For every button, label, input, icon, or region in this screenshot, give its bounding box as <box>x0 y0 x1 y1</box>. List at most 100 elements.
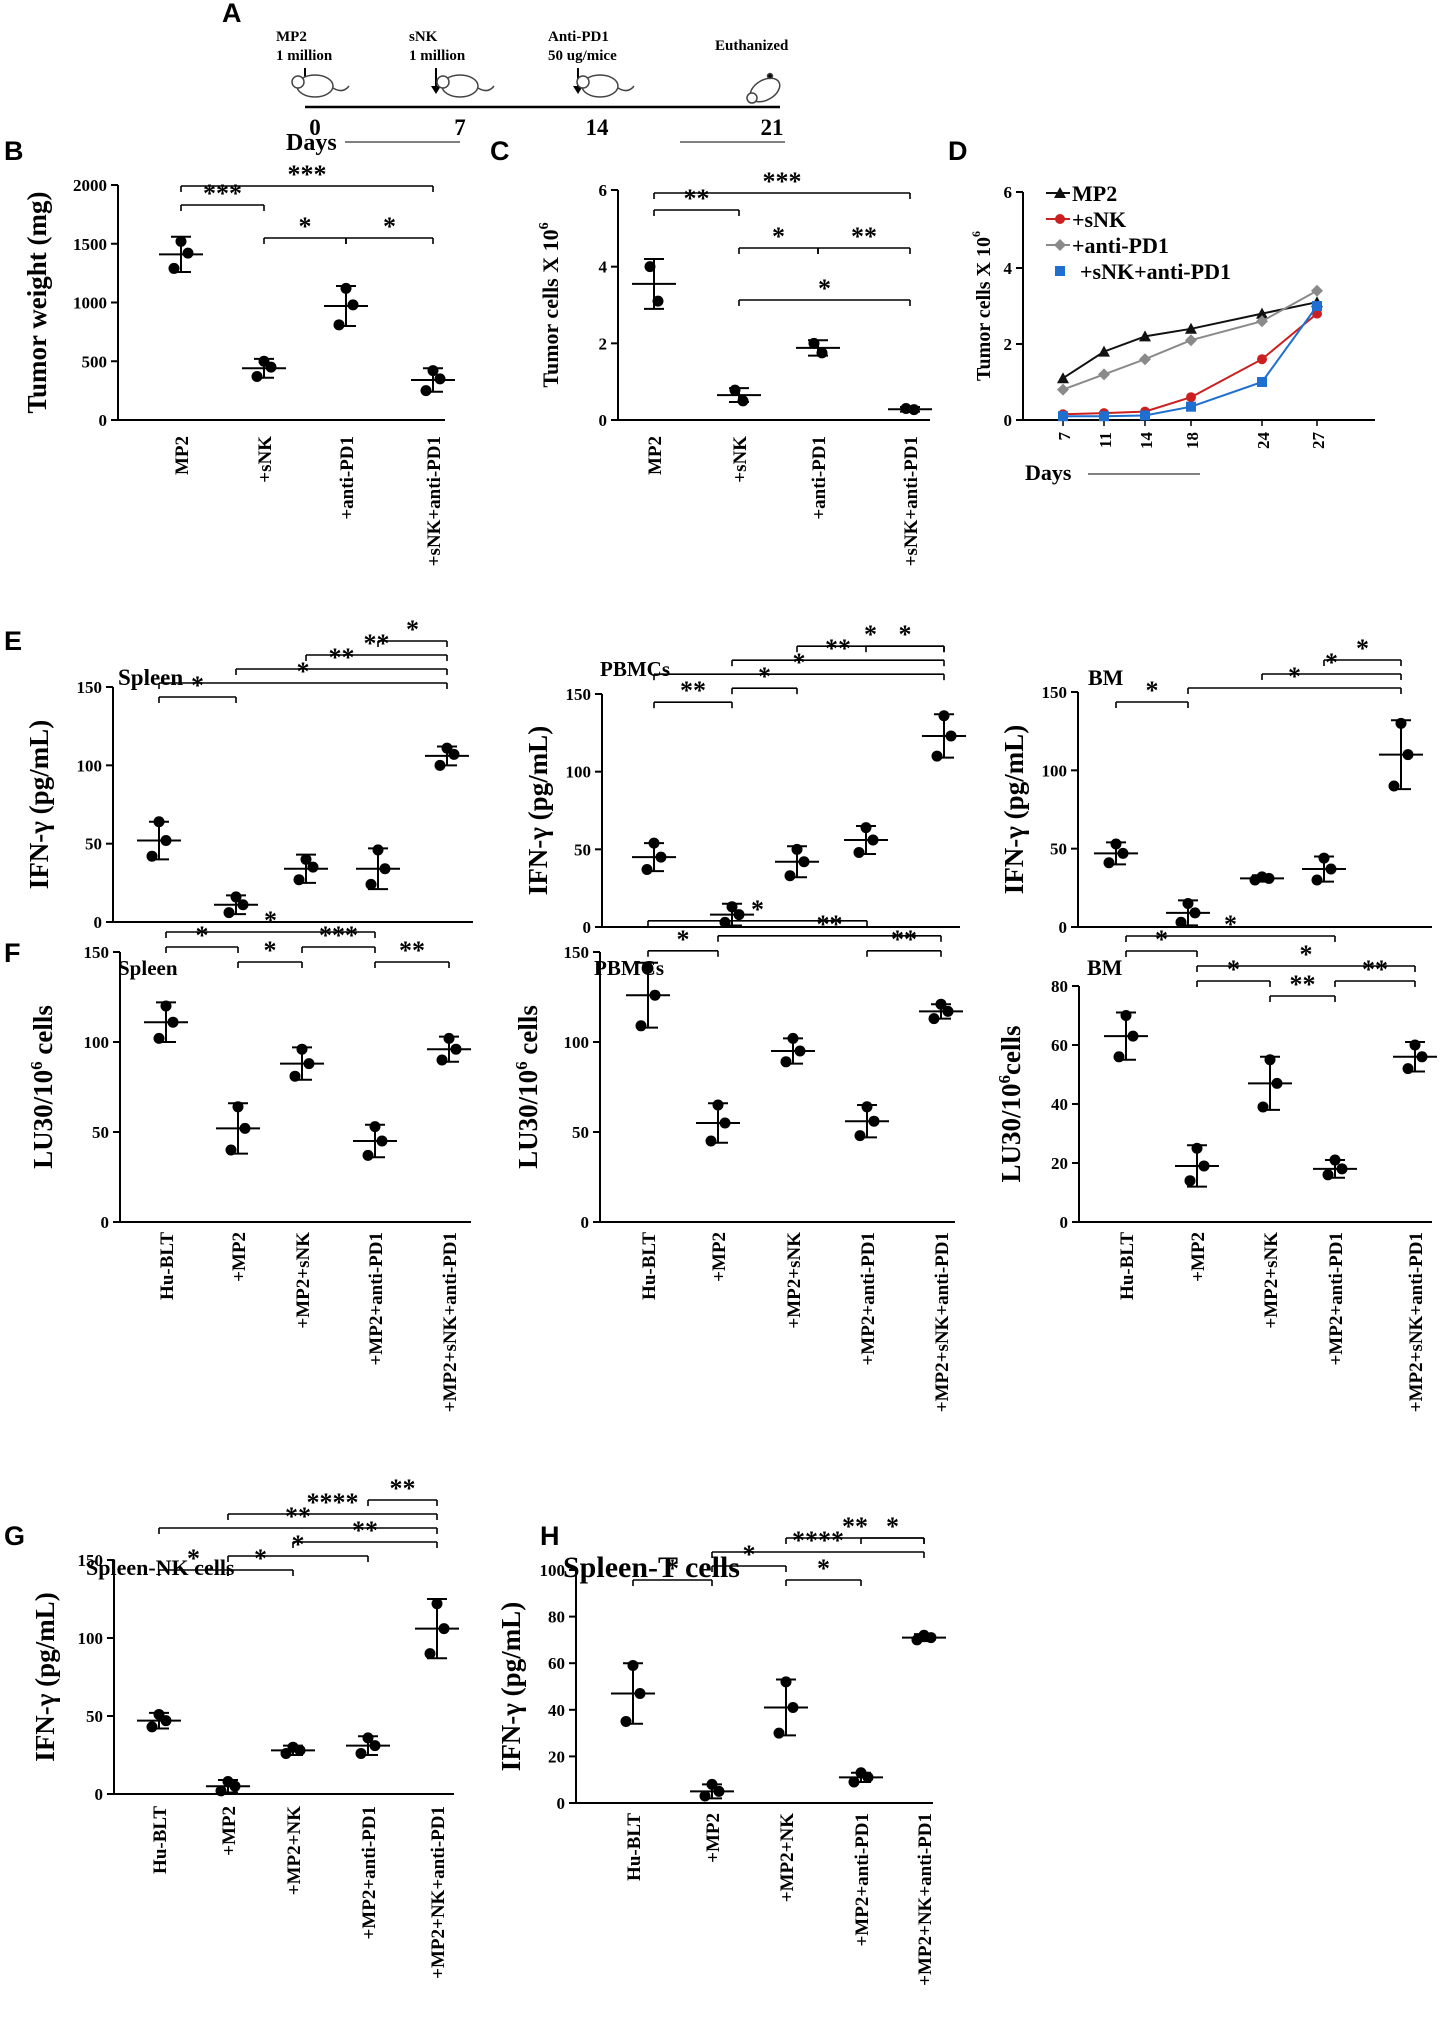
data-point <box>641 864 653 876</box>
data-point <box>1113 1051 1125 1063</box>
y-tick-label: 100 <box>1042 761 1068 780</box>
data-point <box>225 1144 237 1156</box>
data-point <box>289 1070 301 1082</box>
category-label: +MP2+NK <box>284 1806 305 1895</box>
y-axis-label: IFN-γ (pg/mL) <box>24 720 54 889</box>
data-point <box>160 835 172 847</box>
y-tick-label: 2 <box>599 334 608 353</box>
panel-label-a: A <box>222 0 242 28</box>
data-point <box>296 1043 308 1055</box>
significance-label: * <box>793 648 806 677</box>
significance-label: ** <box>364 629 390 658</box>
data-point <box>1103 857 1115 869</box>
category-label: +MP2 <box>703 1813 724 1863</box>
category-label: +MP2+anti-PD1 <box>1326 1232 1347 1366</box>
y-tick-label: 500 <box>82 352 108 371</box>
significance-label: ** <box>851 222 877 251</box>
data-point <box>450 1043 462 1055</box>
series-line <box>1062 312 1318 416</box>
y-tick-label: 0 <box>581 1213 590 1232</box>
category-label: +MP2+sNK+anti-PD1 <box>440 1232 461 1412</box>
significance-label: * <box>1288 662 1301 691</box>
mouse-icon <box>746 72 781 104</box>
series-marker <box>1256 315 1268 328</box>
y-tick-label: 40 <box>1051 1095 1068 1114</box>
data-point <box>232 1101 244 1113</box>
timeline-axis-label: Days <box>286 130 337 156</box>
data-point <box>938 710 950 722</box>
data-point <box>307 861 319 873</box>
significance-label: * <box>1325 648 1338 677</box>
data-point <box>1318 852 1330 864</box>
data-point <box>1416 1051 1428 1063</box>
panel-title: PBMCs <box>594 956 664 980</box>
significance-label: ** <box>329 643 355 672</box>
data-point <box>853 846 865 858</box>
series-marker <box>1185 322 1197 334</box>
category-label: +MP2 <box>229 1232 250 1282</box>
data-point <box>925 1632 937 1644</box>
panel-title: PBMCs <box>600 657 670 681</box>
data-point <box>1191 1142 1203 1154</box>
legend-label: +anti-PD1 <box>1072 233 1169 258</box>
y-tick-label: 6 <box>1004 183 1013 202</box>
significance-label: * <box>886 1512 899 1541</box>
y-axis-label: Tumor cells X 106 <box>969 231 995 381</box>
significance-label: * <box>264 936 277 965</box>
mouse-icon <box>291 74 350 98</box>
significance-label: * <box>666 1554 679 1583</box>
data-point <box>168 262 180 274</box>
data-point <box>928 1013 940 1025</box>
data-point <box>945 730 957 742</box>
data-point <box>644 261 656 273</box>
y-axis-label: IFN-γ (pg/mL) <box>30 1592 60 1761</box>
y-tick-label: 4 <box>599 258 608 277</box>
category-label: +MP2+NK+anti-PD1 <box>915 1813 936 1986</box>
panel-label: E <box>4 626 22 656</box>
significance-label: * <box>383 212 396 241</box>
significance-label: * <box>864 620 877 649</box>
data-point <box>780 1676 792 1688</box>
data-point <box>808 337 820 349</box>
data-point <box>699 1790 711 1802</box>
y-tick-label: 0 <box>101 1213 110 1232</box>
data-point <box>175 235 187 247</box>
panel-label: B <box>4 136 24 166</box>
data-point <box>1329 1154 1341 1166</box>
series-marker <box>1257 354 1267 365</box>
y-tick-label: 1500 <box>73 235 107 254</box>
data-point <box>251 371 263 383</box>
legend-label: +sNK <box>1072 207 1126 232</box>
y-tick-label: 2000 <box>73 176 107 195</box>
significance-label: * <box>292 1530 305 1559</box>
data-point <box>1264 1054 1276 1066</box>
series-line <box>1063 305 1318 418</box>
data-point <box>369 1740 381 1752</box>
significance-label: * <box>1224 910 1237 939</box>
significance-label: ** <box>680 676 706 705</box>
data-point <box>362 1732 374 1744</box>
panel-label: F <box>4 938 21 968</box>
significance-label: * <box>297 657 310 686</box>
y-tick-label: 20 <box>1051 1154 1068 1173</box>
data-point <box>931 750 943 762</box>
chart-F1: 0 50 100 150 LU30/106 cells F Spleen Hu-BLT +MP2… <box>4 906 471 1412</box>
series-marker <box>1057 372 1069 384</box>
data-point <box>1395 717 1407 729</box>
data-point <box>438 1623 450 1635</box>
legend-marker <box>1054 239 1066 251</box>
category-label: +MP2+sNK <box>293 1232 314 1329</box>
significance-label: * <box>299 212 312 241</box>
data-point <box>868 1115 880 1127</box>
category-label: +MP2 <box>219 1806 240 1856</box>
data-point <box>436 1054 448 1066</box>
series-line <box>1062 301 1318 380</box>
data-point <box>726 901 738 913</box>
timeline-day-21: 21 <box>761 115 784 140</box>
data-point <box>372 844 384 856</box>
series-marker <box>1139 353 1151 366</box>
y-axis-label: Tumor cells X 106 <box>537 222 563 387</box>
significance-label: * <box>1146 676 1159 705</box>
data-point <box>230 891 242 903</box>
